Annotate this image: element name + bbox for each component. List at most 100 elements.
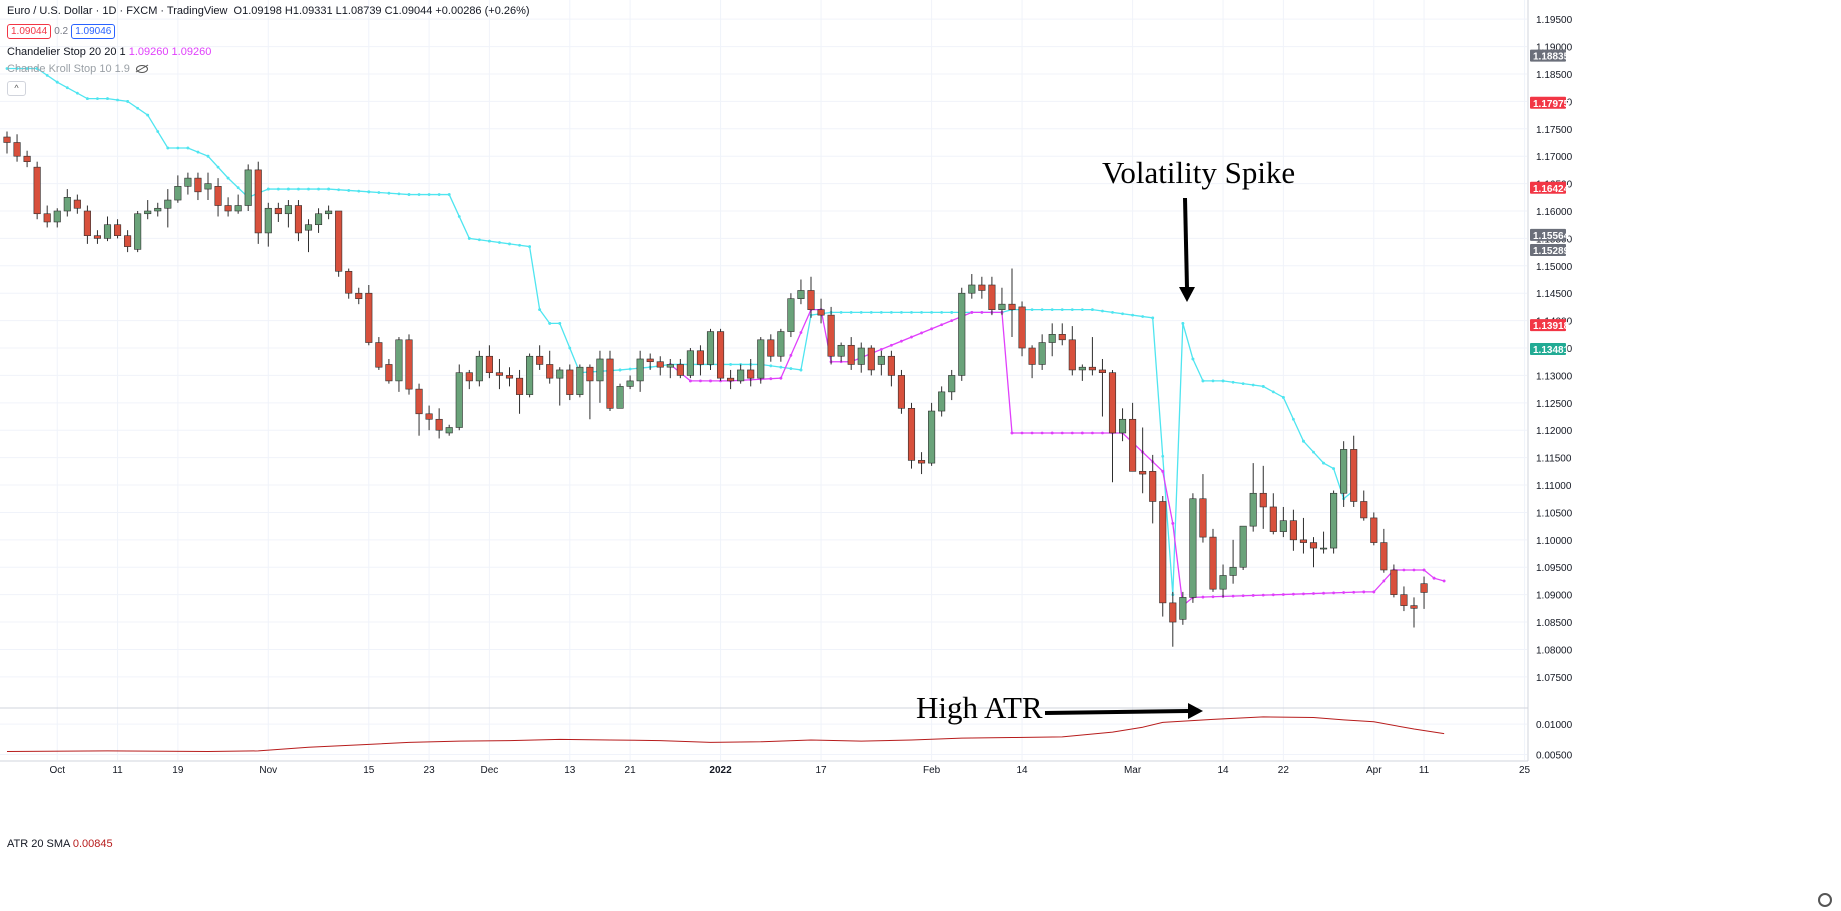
chandelier-line-point <box>789 353 793 357</box>
candle-up <box>1179 597 1187 620</box>
chande-kroll-line-point <box>337 188 341 192</box>
candle-up <box>134 213 142 250</box>
chande-kroll-line-point <box>1080 308 1084 312</box>
candle-down <box>13 142 21 157</box>
price-label-bg <box>1530 181 1566 194</box>
price-tick-label: 1.18500 <box>1536 70 1573 81</box>
time-tick-label: Feb <box>923 765 941 776</box>
price-label-bg <box>1530 96 1566 109</box>
volatility-spike-annotation: Volatility Spike <box>1102 155 1296 190</box>
chande-kroll-line-point <box>146 113 150 117</box>
chandelier-line-point <box>1091 431 1094 435</box>
candle-up <box>757 339 765 379</box>
candle-up <box>626 380 634 387</box>
candle-down <box>676 364 684 376</box>
candle-down <box>33 166 41 215</box>
chande-kroll-line-point <box>307 187 310 191</box>
chande-kroll-line-point <box>86 97 89 101</box>
price-tick-label: 1.17500 <box>1536 125 1573 136</box>
chande-kroll-line-point <box>5 67 9 70</box>
price-label: 1.18835 <box>1533 52 1570 63</box>
candle-up <box>938 391 946 412</box>
chande-kroll-legend[interactable]: Chande Kroll Stop 10 1.9 <box>7 63 148 75</box>
buy-button[interactable]: 1.09046 <box>71 24 116 39</box>
chande-kroll-line-point <box>276 187 280 191</box>
candle-up <box>244 169 252 206</box>
time-tick-label: 25 <box>1519 765 1531 776</box>
chandelier-line-point <box>779 376 783 380</box>
chandelier-line-point <box>1271 593 1275 597</box>
chandelier-line-point <box>970 310 974 314</box>
atr-legend[interactable]: ATR 20 SMA 0.00845 <box>7 838 113 850</box>
chande-kroll-line-point <box>417 193 421 196</box>
time-tick-label: 11 <box>1419 765 1430 776</box>
collapse-legend-button[interactable]: ^ <box>7 81 26 96</box>
time-tick-label: Nov <box>259 765 277 776</box>
chandelier-line-point <box>1251 594 1255 597</box>
candle-up <box>1119 418 1127 434</box>
candle-up <box>304 224 313 231</box>
chandelier-line-point <box>1101 431 1104 435</box>
grid <box>0 0 1529 762</box>
symbol-title[interactable]: Euro / U.S. Dollar · 1D · FXCM · Trading… <box>7 5 228 17</box>
candle-up <box>204 183 212 190</box>
chande-kroll-line-point <box>1030 308 1034 312</box>
chandelier-legend[interactable]: Chandelier Stop 20 20 1 1.09260 1.09260 <box>7 46 211 58</box>
sell-button[interactable]: 1.09044 <box>7 24 52 39</box>
chande-kroll-line-point <box>65 86 69 90</box>
chandelier-line-point <box>1080 431 1084 435</box>
price-label: 1.13481 <box>1533 345 1570 356</box>
price-tick-label: 1.14500 <box>1536 289 1573 300</box>
candle-down <box>385 364 393 382</box>
chande-kroll-line-point <box>327 187 330 191</box>
candle-down <box>214 186 222 206</box>
price-tick-label: 1.16000 <box>1536 207 1573 218</box>
candle-up <box>1219 575 1227 590</box>
chande-kroll-line-point <box>266 187 270 191</box>
chandelier-line-point <box>1312 592 1315 595</box>
chandelier-line-point <box>890 343 893 347</box>
candle-down <box>194 177 202 193</box>
candle-up <box>857 347 865 365</box>
candle-up <box>1078 366 1086 371</box>
candle-down <box>505 375 514 379</box>
candle-down <box>917 460 926 464</box>
chande-kroll-line-point <box>1121 312 1124 316</box>
candle-up <box>395 339 403 382</box>
price-label-bg <box>1530 319 1566 332</box>
price-label-bg <box>1530 243 1566 256</box>
candle-up <box>787 298 795 332</box>
candle-up <box>1229 566 1237 576</box>
candle-up <box>53 210 61 223</box>
candle-down <box>1420 583 1428 593</box>
chande-kroll-line-point <box>367 190 371 194</box>
gear-icon[interactable] <box>1818 893 1832 907</box>
chande-kroll-line <box>7 67 1355 595</box>
candle-down <box>586 366 594 382</box>
price-axis: 1.07500 1.08000 1.08500 1.09000 1.09500 1.100… <box>1530 15 1573 762</box>
time-tick-label: 22 <box>1278 765 1290 776</box>
chandelier-line-point <box>1432 576 1436 580</box>
time-tick-label: 17 <box>815 765 827 776</box>
chande-kroll-line-point <box>1312 450 1315 454</box>
chande-kroll-line-point <box>1221 379 1225 383</box>
candle-up <box>797 290 805 299</box>
chande-kroll-line-point <box>196 150 200 154</box>
chande-kroll-line-point <box>126 99 129 103</box>
chandelier-line-point <box>1211 595 1215 599</box>
time-tick-label: 14 <box>1016 765 1028 776</box>
chandelier-line-point <box>920 331 923 335</box>
chande-kroll-line-point <box>186 146 190 150</box>
hidden-eye-icon[interactable] <box>135 65 148 74</box>
high-atr-annotation: High ATR <box>916 690 1043 725</box>
chandelier-value-1: 1.09260 <box>128 46 169 58</box>
chandelier-line-point <box>1281 593 1285 596</box>
candle-down <box>415 388 423 415</box>
arrow-down-shaft <box>1183 197 1189 289</box>
candle-down <box>1299 539 1307 543</box>
chande-kroll-line-point <box>940 310 944 314</box>
chandelier-line-point <box>1382 579 1386 583</box>
candle-down <box>1400 594 1408 606</box>
price-tick-label: 1.19000 <box>1536 43 1573 54</box>
